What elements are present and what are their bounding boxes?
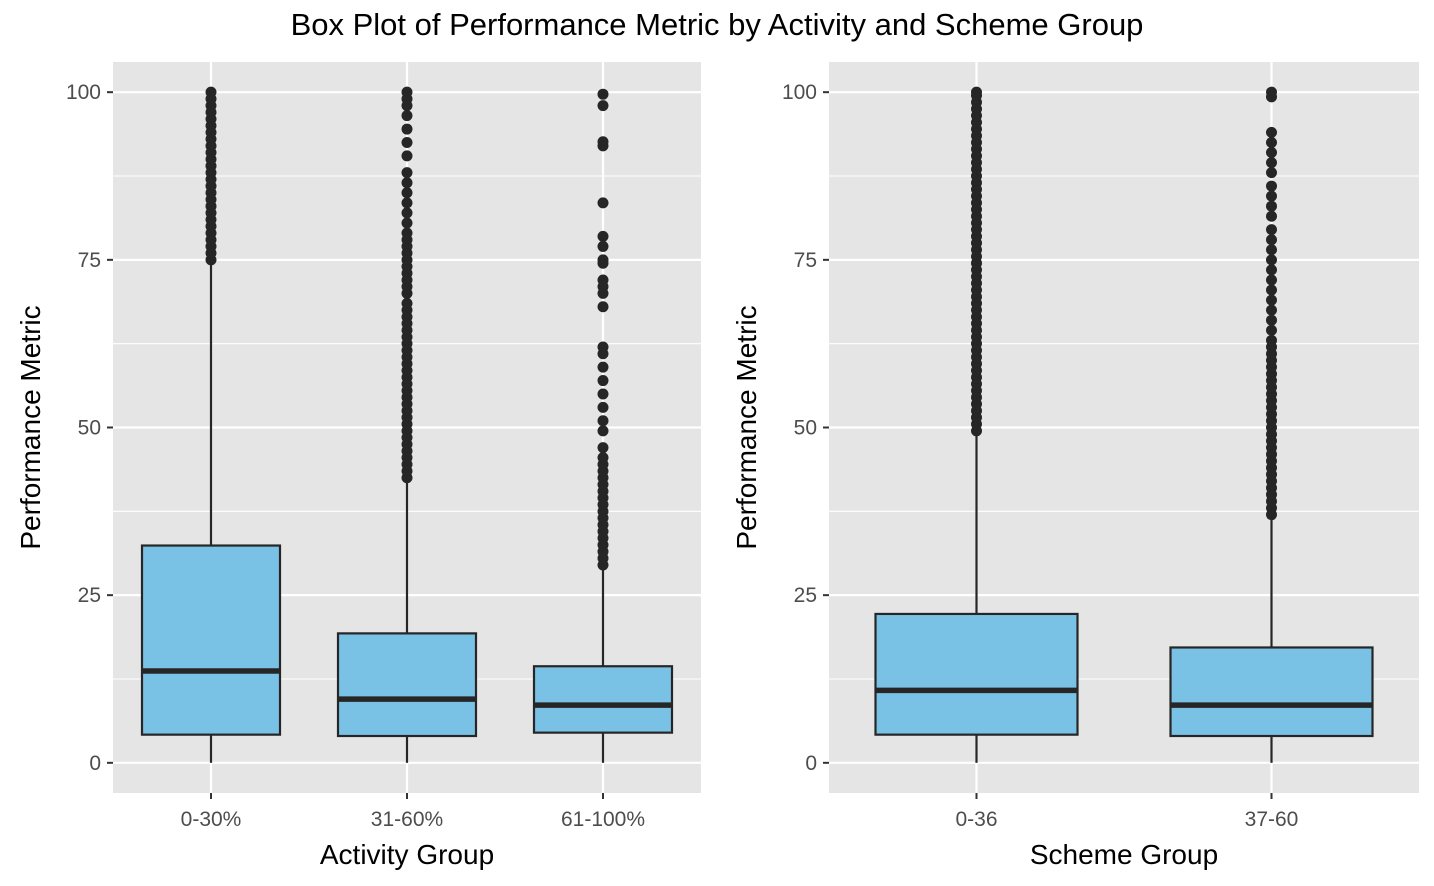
- outlier-point: [597, 388, 609, 400]
- outlier-point: [401, 136, 413, 148]
- outlier-point: [401, 110, 413, 122]
- outlier-point: [1266, 86, 1277, 98]
- outlier-point: [1266, 304, 1277, 316]
- outlier-point: [401, 187, 413, 199]
- outlier-point: [1266, 190, 1277, 202]
- box-body: [336, 632, 478, 738]
- outlier-point: [1266, 157, 1277, 169]
- outlier-point: [971, 86, 982, 98]
- outlier-point: [401, 123, 413, 135]
- panel-1: 0 25 50 75 100 0-30% 31-60% 61-100% Activity Gro…: [15, 62, 701, 870]
- outlier-point: [401, 150, 413, 162]
- outlier-point: [1266, 324, 1277, 336]
- outlier-point: [1266, 244, 1277, 256]
- y-tick-label: 75: [794, 249, 817, 272]
- outlier-point: [597, 254, 609, 266]
- outlier-point: [1266, 210, 1277, 222]
- x-axis-title: Scheme Group: [1030, 839, 1218, 870]
- outlier-point: [597, 401, 609, 413]
- outlier-point: [597, 301, 609, 313]
- outlier-point: [401, 167, 413, 179]
- outlier-point: [1266, 136, 1277, 148]
- outlier-point: [401, 197, 413, 209]
- x-tick-label: 37-60: [1245, 808, 1299, 831]
- box-61-100%: [532, 88, 674, 763]
- outlier-point: [1266, 334, 1277, 346]
- outlier-point: [597, 136, 609, 148]
- box-body: [874, 612, 1079, 736]
- outlier-point: [205, 86, 217, 98]
- outlier-point: [597, 375, 609, 387]
- panels: 0 25 50 75 100 0-30% 31-60% 61-100% Activity Gro…: [15, 62, 1419, 870]
- x-tick-label: 0-36: [955, 808, 997, 831]
- outlier-point: [597, 88, 609, 100]
- outlier-point: [597, 274, 609, 286]
- outlier-point: [1266, 234, 1277, 246]
- y-tick-label: 100: [66, 81, 101, 104]
- outlier-point: [1266, 284, 1277, 296]
- box-0-30%: [140, 86, 282, 763]
- y-tick-label: 25: [794, 584, 817, 607]
- outlier-point: [401, 217, 413, 229]
- outlier-point: [1266, 274, 1277, 286]
- x-tick-label: 0-30%: [181, 808, 242, 831]
- box-0-36: [874, 86, 1079, 763]
- y-tick-label: 25: [78, 584, 101, 607]
- outlier-point: [1266, 294, 1277, 306]
- outlier-point: [1266, 200, 1277, 212]
- outlier-point: [401, 297, 413, 309]
- y-tick-label: 0: [89, 752, 101, 775]
- outlier-point: [597, 197, 609, 209]
- outlier-point: [401, 207, 413, 219]
- outlier-point: [1266, 147, 1277, 159]
- outlier-point: [1266, 167, 1277, 179]
- x-tick-label: 31-60%: [371, 808, 443, 831]
- outlier-point: [1266, 180, 1277, 192]
- y-axis-title: Performance Metric: [731, 305, 762, 549]
- y-axis-title: Performance Metric: [15, 305, 46, 549]
- outlier-point: [597, 230, 609, 242]
- outlier-point: [1266, 264, 1277, 276]
- outlier-point: [597, 415, 609, 427]
- outlier-point: [1266, 254, 1277, 266]
- outlier-point: [401, 86, 413, 98]
- panel-2: 0 25 50 75 100 0-36 37-60 Scheme Group Performan…: [731, 62, 1419, 870]
- outlier-point: [597, 100, 609, 112]
- box-body: [140, 544, 282, 736]
- y-tick-label: 50: [78, 417, 101, 440]
- y-tick-label: 100: [782, 81, 817, 104]
- chart-title: Box Plot of Performance Metric by Activi…: [291, 7, 1144, 42]
- outlier-point: [1266, 314, 1277, 326]
- outlier-point: [597, 361, 609, 373]
- y-tick-label: 75: [78, 249, 101, 272]
- x-tick-label: 61-100%: [561, 808, 645, 831]
- box-31-60%: [336, 86, 478, 763]
- y-tick-label: 50: [794, 417, 817, 440]
- outlier-point: [401, 177, 413, 189]
- outlier-point: [1266, 126, 1277, 138]
- x-axis-title: Activity Group: [320, 839, 494, 870]
- box-body: [1169, 646, 1374, 738]
- y-tick-label: 0: [805, 752, 817, 775]
- outlier-point: [597, 425, 609, 437]
- outlier-point: [401, 227, 413, 239]
- outlier-point: [597, 452, 609, 464]
- box-body: [532, 665, 674, 734]
- outlier-point: [597, 240, 609, 252]
- outlier-point: [597, 341, 609, 353]
- box-37-60: [1169, 86, 1374, 763]
- outlier-point: [597, 442, 609, 454]
- outlier-point: [1266, 224, 1277, 236]
